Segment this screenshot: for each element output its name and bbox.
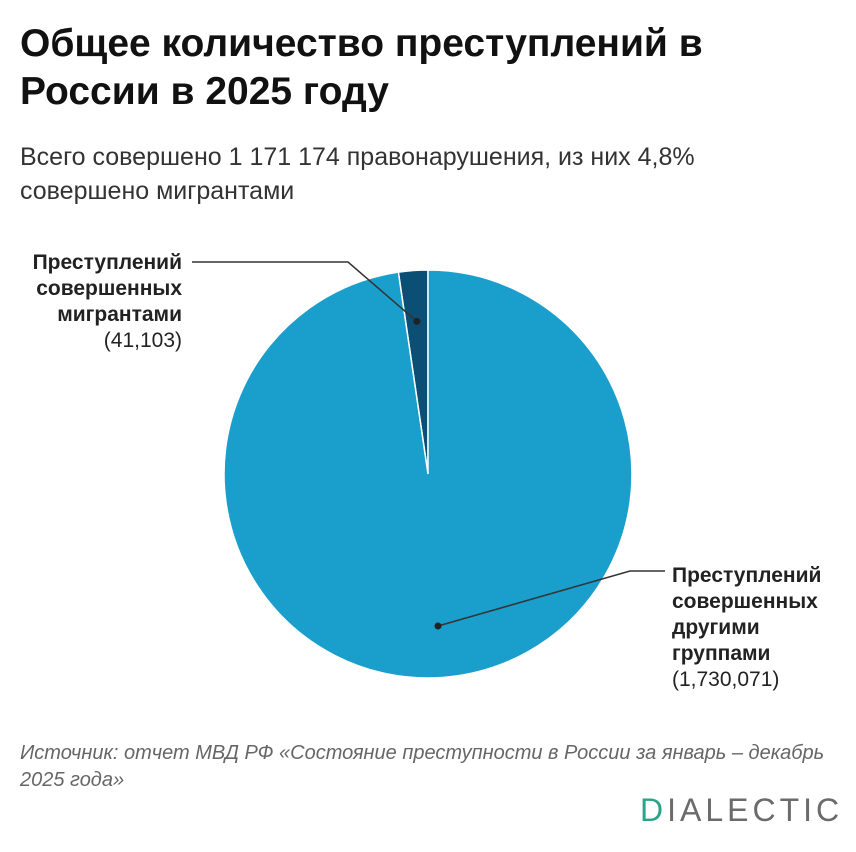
slice-label-others-name: Преступлений совершенных другими группам… — [672, 564, 822, 665]
leader-line-migrants — [192, 261, 418, 322]
chart-title: Общее количество преступлений в России в… — [20, 22, 703, 113]
brand-logo-first-letter: D — [640, 792, 668, 828]
brand-logo: DIALECTIC — [640, 792, 839, 829]
leader-line-others-dot — [434, 622, 442, 630]
chart-subtitle: Всего совершено 1 171 174 правонарушения… — [20, 143, 695, 205]
slice-label-migrants-value: (41,103) — [103, 329, 182, 352]
slice-label-others: Преступлений совершенных другими группам… — [672, 563, 852, 693]
source-note: Источник: отчет МВД РФ «Состояние престу… — [20, 742, 825, 791]
leader-line-migrants-dot — [413, 317, 421, 325]
brand-logo-rest: IALECTIC — [667, 792, 844, 828]
slice-label-others-value: (1,730,071) — [672, 668, 780, 691]
leader-line-others — [437, 570, 665, 627]
slice-label-migrants-name: Преступлений совершенных мигрантами — [32, 251, 182, 326]
pie-slice-others — [223, 269, 633, 679]
slice-label-migrants: Преступлений совершенных мигрантами (41,… — [0, 250, 182, 354]
